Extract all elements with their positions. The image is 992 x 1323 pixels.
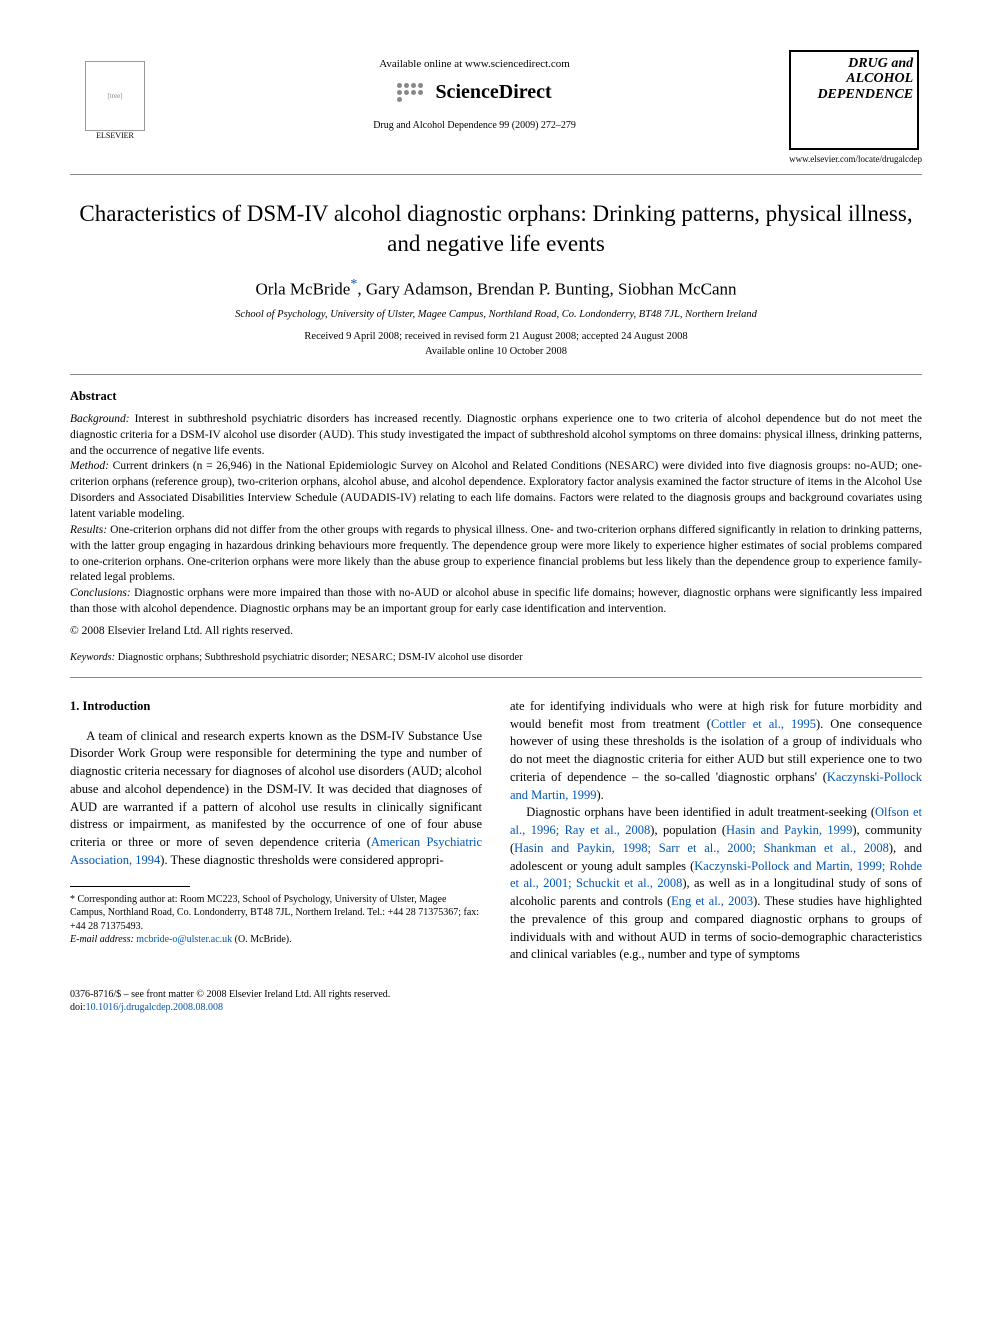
keywords-label: Keywords: <box>70 652 115 663</box>
abs-results-label: Results: <box>70 524 107 536</box>
author-3: Brendan P. Bunting <box>477 279 610 298</box>
author-2: Gary Adamson <box>366 279 468 298</box>
abs-background-label: Background: <box>70 413 130 425</box>
sd-brand-text: ScienceDirect <box>435 81 551 104</box>
article-title: Characteristics of DSM-IV alcohol diagno… <box>70 199 922 259</box>
abstract-heading: Abstract <box>70 389 922 404</box>
center-header: Available online at www.sciencedirect.co… <box>160 50 789 131</box>
footer-copyright: 0376-8716/$ – see front matter © 2008 El… <box>70 988 922 1001</box>
doi-label: doi: <box>70 1002 86 1013</box>
cite-hasin-sarr-shankman[interactable]: Hasin and Paykin, 1998; Sarr et al., 200… <box>514 841 889 855</box>
abs-background-text: Interest in subthreshold psychiatric dis… <box>70 413 922 457</box>
author-1: Orla McBride <box>255 279 350 298</box>
available-online-line: Available online 10 October 2008 <box>70 345 922 360</box>
email-label: E-mail address: <box>70 934 134 945</box>
available-online-text: Available online at www.sciencedirect.co… <box>160 58 789 70</box>
corresponding-star-icon: * <box>350 277 357 292</box>
footnote-rule <box>70 886 190 887</box>
corresponding-footnote: * Corresponding author at: Room MC223, S… <box>70 893 482 947</box>
affiliation: School of Psychology, University of Ulst… <box>70 309 922 320</box>
body-columns: 1. Introduction A team of clinical and r… <box>70 698 922 964</box>
citation-line: Drug and Alcohol Dependence 99 (2009) 27… <box>160 120 789 131</box>
column-right: ate for identifying individuals who were… <box>510 698 922 964</box>
keywords-line: Keywords: Diagnostic orphans; Subthresho… <box>70 652 922 663</box>
title-rule <box>70 374 922 375</box>
abstract-rule <box>70 677 922 678</box>
intro-paragraph-1-cont: ate for identifying individuals who were… <box>510 698 922 805</box>
abs-conclusions-label: Conclusions: <box>70 587 131 599</box>
doi-link[interactable]: 10.1016/j.drugalcdep.2008.08.008 <box>86 1002 223 1013</box>
author-list: Orla McBride*, Gary Adamson, Brendan P. … <box>70 277 922 300</box>
corr-email[interactable]: mcbride-o@ulster.ac.uk <box>136 934 232 945</box>
intro-paragraph-2: Diagnostic orphans have been identified … <box>510 804 922 964</box>
received-line: Received 9 April 2008; received in revis… <box>70 330 922 345</box>
author-4: Siobhan McCann <box>618 279 737 298</box>
article-dates: Received 9 April 2008; received in revis… <box>70 330 922 359</box>
column-left: 1. Introduction A team of clinical and r… <box>70 698 482 964</box>
footer-doi-line: doi:10.1016/j.drugalcdep.2008.08.008 <box>70 1001 922 1014</box>
elsevier-logo: [tree] ELSEVIER <box>70 50 160 150</box>
keywords-text: Diagnostic orphans; Subthreshold psychia… <box>118 652 523 663</box>
abstract-body: Background: Interest in subthreshold psy… <box>70 412 922 640</box>
page-header: [tree] ELSEVIER Available online at www.… <box>70 50 922 164</box>
journal-cover-block: DRUG and ALCOHOL DEPENDENCE www.elsevier… <box>789 50 922 164</box>
intro-paragraph-1: A team of clinical and research experts … <box>70 728 482 870</box>
header-rule <box>70 174 922 175</box>
page-footer: 0376-8716/$ – see front matter © 2008 El… <box>70 988 922 1014</box>
publisher-name: ELSEVIER <box>96 131 134 140</box>
abs-results-text: One-criterion orphans did not differ fro… <box>70 524 922 584</box>
abs-method-label: Method: <box>70 460 109 472</box>
email-suffix: (O. McBride). <box>232 934 291 945</box>
sciencedirect-logo: ScienceDirect <box>397 81 551 104</box>
cite-cottler-1995[interactable]: Cottler et al., 1995 <box>711 717 816 731</box>
cite-eng-2003[interactable]: Eng et al., 2003 <box>671 894 753 908</box>
elsevier-tree-icon: [tree] <box>85 61 145 131</box>
abs-method-text: Current drinkers (n = 26,946) in the Nat… <box>70 460 922 520</box>
sd-dots-icon <box>397 82 429 104</box>
journal-cover: DRUG and ALCOHOL DEPENDENCE <box>789 50 919 150</box>
abs-conclusions-text: Diagnostic orphans were more impaired th… <box>70 587 922 615</box>
cite-hasin-1999[interactable]: Hasin and Paykin, 1999 <box>726 823 852 837</box>
section-1-heading: 1. Introduction <box>70 698 482 716</box>
journal-cover-title: DRUG and ALCOHOL DEPENDENCE <box>795 56 913 102</box>
abstract-copyright: © 2008 Elsevier Ireland Ltd. All rights … <box>70 624 922 640</box>
journal-url: www.elsevier.com/locate/drugalcdep <box>789 154 922 164</box>
corr-label: * Corresponding author at: <box>70 894 177 905</box>
